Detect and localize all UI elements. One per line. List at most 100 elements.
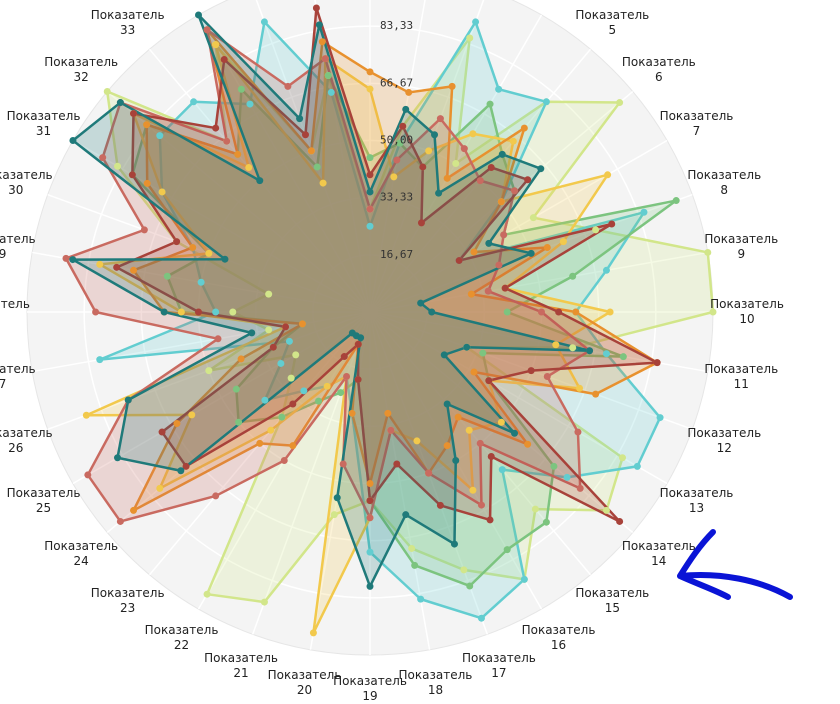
data-point — [366, 171, 374, 179]
data-point — [542, 98, 550, 106]
category-label: Показатель 22 — [144, 623, 219, 653]
data-point — [307, 147, 315, 155]
data-point — [62, 254, 70, 262]
category-label: Показатель 13 — [659, 485, 734, 515]
data-point — [261, 396, 269, 404]
data-point — [237, 355, 245, 363]
data-point — [477, 614, 485, 622]
data-point — [520, 124, 528, 132]
data-point — [319, 179, 327, 187]
data-point — [260, 598, 268, 606]
data-point — [99, 154, 107, 162]
category-label: Показатель 5 — [575, 8, 650, 38]
data-point — [559, 238, 567, 246]
data-point — [96, 356, 104, 364]
data-point — [592, 226, 600, 234]
data-point — [292, 351, 300, 359]
data-point — [484, 287, 492, 295]
hand-drawn-arrow — [677, 529, 793, 600]
data-point — [366, 548, 374, 556]
category-label: Показатель 25 — [6, 485, 81, 515]
data-point — [116, 517, 124, 525]
spoke — [369, 251, 708, 313]
data-point — [498, 150, 506, 158]
data-point — [296, 115, 304, 123]
data-point — [96, 260, 104, 268]
data-point — [182, 462, 190, 470]
data-point — [576, 484, 584, 492]
data-point — [212, 308, 220, 316]
data-point — [476, 177, 484, 185]
data-point — [425, 469, 433, 477]
data-point — [256, 439, 264, 447]
data-point — [318, 38, 326, 46]
data-point — [470, 368, 478, 376]
data-point — [237, 85, 245, 93]
category-label: Показатель 10 — [710, 297, 784, 326]
data-point — [173, 238, 181, 246]
data-point — [197, 278, 205, 286]
data-point — [324, 72, 332, 80]
category-label: Показатель 21 — [204, 651, 278, 681]
data-point — [103, 88, 111, 96]
data-point — [269, 343, 277, 351]
spoke — [369, 139, 668, 313]
data-point — [393, 156, 401, 164]
radial-tick-label: 66,67 — [380, 76, 413, 89]
data-point — [158, 428, 166, 436]
category-label: Показатель 15 — [575, 585, 650, 615]
data-point — [552, 341, 560, 349]
radial-tick-label: 50,00 — [380, 134, 413, 147]
spoke — [106, 90, 371, 313]
data-point — [195, 308, 202, 316]
data-point — [402, 105, 410, 113]
spoke — [72, 311, 371, 485]
category-label: Показатель 17 — [462, 651, 536, 681]
data-point — [460, 566, 468, 574]
data-point — [460, 145, 468, 153]
data-point — [116, 99, 124, 107]
data-point — [538, 308, 545, 316]
data-point — [586, 347, 594, 355]
data-point — [195, 11, 202, 19]
data-point — [463, 343, 471, 351]
data-point — [467, 290, 475, 298]
category-label: Показатель 8 — [687, 168, 762, 198]
data-point — [130, 266, 138, 274]
data-point — [604, 171, 612, 179]
category-label: Показатель 30 — [0, 168, 53, 198]
data-point — [417, 219, 425, 227]
data-point — [399, 122, 407, 130]
data-point — [470, 248, 478, 256]
data-point — [487, 453, 495, 461]
data-point — [602, 266, 610, 274]
data-point — [466, 34, 474, 42]
data-point — [531, 505, 539, 513]
data-point — [486, 516, 494, 524]
data-point — [476, 439, 484, 447]
data-point — [300, 387, 308, 395]
data-point — [114, 454, 122, 462]
data-point — [128, 171, 136, 179]
data-point — [616, 99, 624, 107]
spoke — [369, 311, 708, 373]
data-point — [354, 340, 362, 348]
data-point — [265, 326, 273, 334]
data-point — [495, 85, 503, 93]
data-point — [340, 353, 348, 361]
data-point — [82, 411, 90, 419]
data-point — [285, 337, 293, 345]
data-point — [280, 457, 288, 465]
data-point — [235, 418, 243, 426]
data-point — [140, 226, 148, 234]
data-point — [495, 261, 503, 269]
data-point — [469, 486, 477, 494]
category-label: Показатель 20 — [267, 668, 342, 698]
data-point — [177, 467, 185, 475]
data-point — [393, 460, 401, 468]
data-point — [537, 165, 545, 173]
data-point — [619, 353, 627, 361]
data-point — [450, 540, 458, 548]
